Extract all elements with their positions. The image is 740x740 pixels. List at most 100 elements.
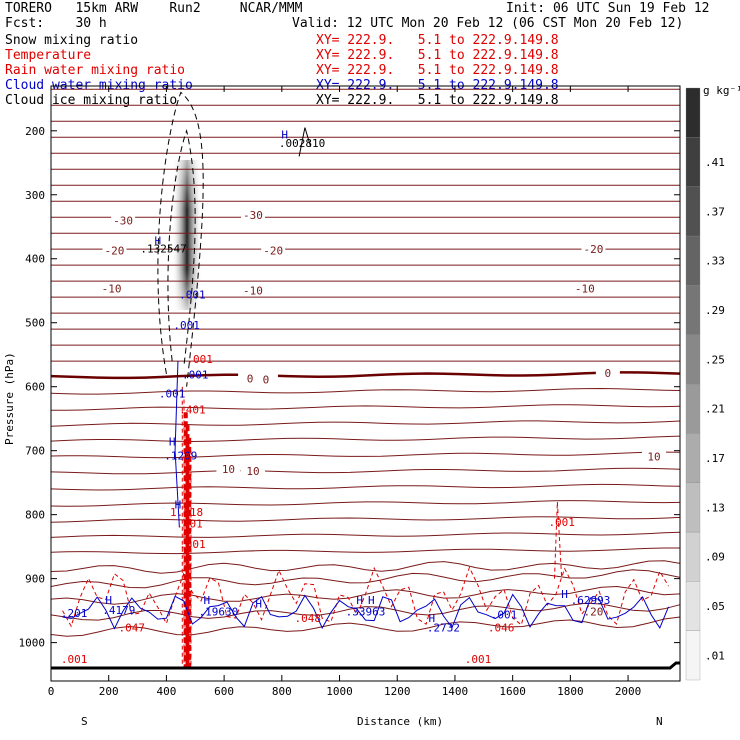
colorbar-segment: [685, 581, 701, 631]
x-tick-label: 1000: [326, 685, 353, 698]
contour-value-label: .19630: [198, 606, 238, 619]
contour-value-label: .801: [179, 538, 206, 551]
isotherm-line: [50, 547, 680, 555]
legend-rain-xy: XY= 222.9. 5.1 to 222.9.149.8: [316, 63, 559, 78]
colorbar-segment: [685, 630, 701, 681]
x-axis-label: Distance (km): [357, 715, 443, 728]
contour-value-label: .001: [465, 653, 492, 666]
isotherm-line: [50, 560, 681, 574]
colorbar-tick-label: .21: [705, 403, 725, 416]
isotherm-label: -30: [243, 209, 263, 222]
colorbar-segment: [685, 137, 701, 187]
legend-rain-label: Rain water mixing ratio: [5, 63, 186, 78]
contour-value-label: .048: [295, 612, 322, 625]
x-tick-label: 600: [214, 685, 234, 698]
maximum-marker: H: [281, 128, 288, 141]
isotherm-label: -10: [102, 283, 122, 296]
isotherm-label-bg: [595, 367, 620, 379]
legend-cloud-ice-xy: XY= 222.9. 5.1 to 222.9.149.8: [316, 93, 559, 108]
x-tick-label: 800: [272, 685, 292, 698]
legend-snow-xy: XY= 222.9. 5.1 to 222.9.149.8: [316, 33, 559, 48]
x-tick-label: 1800: [557, 685, 584, 698]
contour-value-label: .1209: [164, 450, 197, 463]
maximum-marker: H: [255, 597, 262, 610]
contour-value-label: .401: [176, 517, 203, 530]
contour-value-label: .001: [182, 368, 209, 381]
isotherm-lines: [50, 88, 681, 637]
contour-value-label: .2732: [427, 622, 460, 635]
north-end-label: N: [656, 715, 663, 728]
cloud-ice-contour: [298, 127, 312, 157]
isotherm-line: [50, 451, 681, 459]
maximum-marker: H: [105, 594, 112, 607]
maximum-marker: H: [429, 612, 436, 625]
legend-temperature-xy: XY= 222.9. 5.1 to 222.9.149.8: [316, 48, 559, 63]
isotherm-label-bg: [238, 372, 263, 384]
x-tick-label: 400: [156, 685, 176, 698]
colorbar-tick-label: .01: [705, 649, 725, 662]
isotherm-line: [50, 531, 681, 538]
isotherm-line: [50, 371, 681, 380]
isotherm-label: -30: [113, 214, 133, 227]
valid-time: Valid: 12 UTC Mon 20 Feb 12 (06 CST Mon …: [292, 16, 684, 31]
isotherm-label: 10: [246, 465, 259, 478]
colorbar-unit: g kg⁻¹: [703, 84, 740, 97]
y-tick-label: 800: [25, 509, 45, 522]
legend-temperature-label: Temperature: [5, 48, 92, 63]
contour-value-label: .046: [488, 622, 515, 635]
contour-value-label: .002810: [279, 137, 325, 150]
maximum-marker: H: [154, 235, 161, 248]
isotherm-label-bg: [240, 284, 265, 296]
y-tick-label: 1000: [19, 637, 46, 650]
colorbar-tick-label: .05: [705, 600, 725, 613]
isotherm-label: -20: [105, 244, 125, 257]
colorbar-segment: [685, 186, 701, 237]
isotherm-line: [50, 602, 681, 621]
isotherm-label: -10: [243, 285, 263, 298]
rain-contours: [62, 386, 669, 669]
contour-value-label: .33963: [346, 606, 386, 619]
isotherm-label-bg: [581, 243, 606, 255]
isotherm-label-bg: [261, 244, 286, 256]
plot-frame: [50, 85, 681, 682]
axes: 0 200 400 600 800 1000 1200 1400 1600 1800 2000200…: [19, 86, 680, 698]
contour-value-label: .001: [179, 288, 206, 301]
cloud-water-column-contour: [174, 361, 180, 528]
south-end-label: S: [81, 715, 88, 728]
isotherm-line: [50, 500, 681, 507]
colorbar-tick-label: .29: [705, 304, 725, 317]
isotherm-line: [51, 404, 681, 411]
contour-value-label: .001: [173, 319, 200, 332]
isotherm-line: [50, 387, 681, 395]
x-tick-label: 200: [99, 685, 119, 698]
y-tick-label: 400: [25, 253, 45, 266]
colorbar-segment: [685, 235, 701, 286]
isotherm-label: 0: [263, 374, 270, 387]
colorbar-segment: [685, 334, 701, 385]
x-tick-label: 1400: [442, 685, 469, 698]
legend-snow-label: Snow mixing ratio: [5, 33, 139, 48]
isotherm-label-bg: [240, 465, 265, 477]
y-tick-label: 500: [25, 317, 45, 330]
y-tick-label: 200: [25, 125, 45, 138]
isotherm-label: 0: [247, 372, 254, 385]
y-tick-label: 300: [25, 189, 45, 202]
cloud-water-contours: [62, 361, 669, 630]
rain-small-contour: [553, 501, 563, 579]
isotherm-label: -10: [575, 283, 595, 296]
isotherm-label-bg: [216, 463, 241, 475]
isotherm-label: 0: [605, 367, 612, 380]
colorbar-tick-label: .09: [705, 551, 725, 564]
isotherm-line: [50, 435, 681, 443]
colorbar-segment: [685, 383, 701, 434]
colorbar-segment: [685, 531, 701, 582]
isotherm-label-bg: [111, 214, 136, 226]
x-tick-label: 2000: [615, 685, 642, 698]
isotherm-label: -20: [263, 244, 283, 257]
contour-value-label: .201: [61, 607, 88, 620]
cloud-water-surface-contour: [62, 593, 669, 630]
colorbar-segment: [685, 285, 701, 335]
snow-contour-inner: [167, 129, 196, 368]
init-time: Init: 06 UTC Sun 19 Feb 12: [506, 1, 710, 16]
